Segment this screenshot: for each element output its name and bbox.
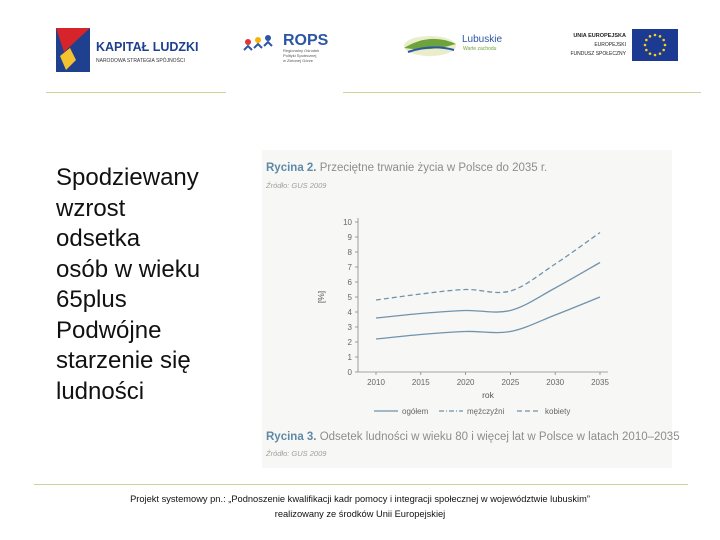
eu-star-icon: [662, 38, 665, 42]
logo-bar: KAPITAŁ LUDZKI NARODOWA STRATEGIA SPÓJNO…: [0, 0, 720, 92]
eu-star-icon: [653, 53, 657, 57]
eu-line1: UNIA EUROPEJSKA: [573, 33, 626, 39]
series-line-ogółem: [375, 261, 601, 319]
x-tick-label: 2035: [591, 378, 609, 387]
rops-figure-icon: [265, 35, 271, 41]
rops-logo: ROPS Regionalny Ośrodek Polityki Społecz…: [243, 32, 329, 63]
x-tick-label: 2020: [457, 378, 475, 387]
y-tick-label: 6: [348, 278, 353, 287]
lubuskie-river-icon: [407, 46, 455, 53]
eu-star-icon: [643, 43, 647, 47]
eu-star-icon: [663, 43, 667, 47]
lubuskie-hill-icon: [404, 38, 456, 50]
header-divider-left: [46, 92, 226, 93]
y-tick-label: 1: [348, 353, 353, 362]
kapital-subtitle: NARODOWA STRATEGIA SPÓJNOŚCI: [96, 56, 185, 64]
header-divider-right: [343, 92, 701, 93]
y-tick-label: 9: [348, 233, 353, 242]
figure-bottom-source: Źródło: GUS 2009: [266, 449, 327, 458]
figure-source: Źródło: GUS 2009: [266, 181, 327, 190]
rops-subtitle-3: w Zielonej Górze: [283, 58, 314, 63]
lubuskie-title: Lubuskie: [462, 34, 502, 45]
x-axis-label: rok: [482, 390, 495, 400]
y-tick-label: 4: [348, 308, 353, 317]
eu-star-icon: [662, 48, 665, 52]
figure-title: Rycina 2. Przeciętne trwanie życia w Pol…: [266, 162, 547, 174]
y-tick-label: 7: [348, 263, 353, 272]
kapital-red-shape: [56, 28, 90, 52]
eu-stars-icon: [643, 33, 667, 57]
y-axis: 0 1 2 3 4 5 6 7 8 9 10: [343, 218, 359, 377]
y-tick-label: 5: [348, 293, 353, 302]
rops-figures-icon: [243, 40, 273, 51]
eu-star-icon: [653, 33, 657, 37]
lubuskie-logo: Lubuskie Warte zachodu: [404, 34, 502, 56]
lubuskie-subtitle: Warte zachodu: [463, 46, 497, 52]
rops-figure-icon: [255, 37, 261, 43]
series-lines: [375, 231, 601, 340]
eu-logo: UNIA EUROPEJSKA EUROPEJSKI FUNDUSZ SPOŁE…: [570, 29, 678, 61]
eu-star-icon: [645, 48, 648, 52]
rops-subtitle-2: Polityki Społecznej: [283, 53, 316, 58]
y-tick-label: 3: [348, 323, 353, 332]
y-tick-label: 0: [348, 368, 353, 377]
eu-line2: EUROPEJSKI: [594, 42, 626, 48]
figure-bottom-title-prefix: Rycina 3.: [266, 431, 317, 443]
figure-bottom-title: Rycina 3. Odsetek ludności w wieku 80 i …: [266, 431, 680, 443]
y-axis-label: [%]: [316, 291, 326, 303]
series-line-mężczyźni: [375, 296, 601, 340]
eu-star-icon: [645, 38, 648, 42]
figure-bottom-title-text: Odsetek ludności w wieku 80 i więcej lat…: [316, 431, 680, 443]
legend-label: ogółem: [402, 407, 429, 416]
eu-star-icon: [658, 52, 662, 55]
footer: Projekt systemowy pn.: „Podnoszenie kwal…: [30, 492, 690, 522]
legend-label: kobiety: [545, 407, 570, 416]
rops-title: ROPS: [283, 32, 329, 49]
x-tick-label: 2015: [412, 378, 430, 387]
eu-star-icon: [648, 52, 652, 55]
figure-title-prefix: Rycina 2.: [266, 162, 317, 174]
eu-star-icon: [648, 35, 652, 38]
x-axis: 2010 2015 2020 2025 2030 2035: [358, 371, 609, 387]
eu-line3: FUNDUSZ SPOŁECZNY: [570, 51, 626, 57]
figure-title-text: Przeciętne trwanie życia w Polsce do 203…: [316, 162, 548, 174]
rops-figure-icon: [245, 39, 251, 45]
kapital-title: KAPITAŁ LUDZKI: [96, 40, 199, 54]
footer-line2: realizowany ze środków Unii Europejskiej: [274, 509, 446, 519]
legend: ogółem mężczyźni kobiety: [374, 407, 570, 416]
figure-panel: Rycina 2. Przeciętne trwanie życia w Pol…: [262, 150, 680, 468]
x-tick-label: 2030: [546, 378, 564, 387]
legend-label: mężczyźni: [467, 407, 505, 416]
y-tick-label: 2: [348, 338, 353, 347]
x-tick-label: 2010: [367, 378, 385, 387]
x-tick-label: 2025: [502, 378, 520, 387]
kapital-ludzki-logo: KAPITAŁ LUDZKI NARODOWA STRATEGIA SPÓJNO…: [56, 28, 199, 72]
footer-divider: [34, 484, 688, 485]
y-tick-label: 10: [343, 218, 352, 227]
logos-svg: KAPITAŁ LUDZKI NARODOWA STRATEGIA SPÓJNO…: [56, 28, 678, 72]
footer-line1: Projekt systemowy pn.: „Podnoszenie kwal…: [130, 494, 590, 504]
kapital-star-icon: [60, 48, 76, 70]
rops-subtitle-1: Regionalny Ośrodek: [283, 48, 319, 53]
series-line-kobiety: [375, 231, 601, 301]
y-tick-label: 8: [348, 248, 353, 257]
life-expectancy-chart: 0 1 2 3 4 5 6 7 8 9 10 2010 2015 2020 2025 2030 2035 [%…: [316, 218, 609, 416]
side-text: Spodziewany wzrost odsetka osób w wieku …: [56, 164, 201, 405]
eu-star-icon: [658, 35, 662, 38]
